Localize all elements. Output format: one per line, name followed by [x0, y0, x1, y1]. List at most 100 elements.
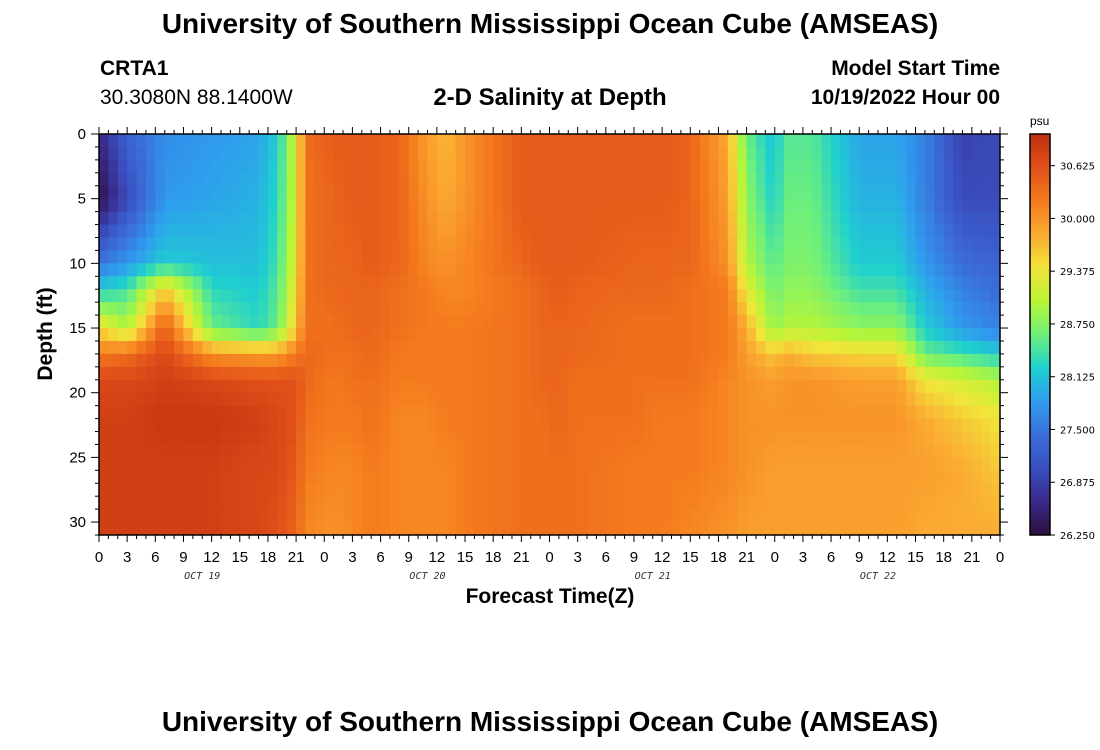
heatmap-cell	[840, 198, 851, 213]
heatmap-cell	[465, 302, 476, 316]
heatmap-cell	[192, 392, 203, 407]
heatmap-cell	[371, 134, 382, 148]
heatmap-cell	[511, 431, 522, 446]
heatmap-cell	[887, 392, 898, 407]
heatmap-cell	[446, 224, 457, 239]
heatmap-cell	[408, 134, 419, 148]
heatmap-cell	[296, 134, 307, 148]
heatmap-cell	[633, 146, 644, 161]
heatmap-cell	[192, 159, 203, 174]
heatmap-cell	[202, 522, 213, 535]
heatmap-cell	[652, 444, 663, 458]
heatmap-cell	[896, 340, 907, 355]
heatmap-cell	[615, 483, 626, 497]
heatmap-cell	[333, 353, 344, 368]
heatmap-cell	[258, 198, 269, 213]
heatmap-cell	[343, 315, 354, 329]
heatmap-cell	[774, 198, 785, 213]
heatmap-cell	[812, 146, 823, 161]
heatmap-cell	[577, 172, 588, 187]
heatmap-cell	[117, 379, 128, 394]
heatmap-cell	[221, 134, 231, 148]
heatmap-cell	[896, 509, 907, 523]
heatmap-cell	[446, 328, 457, 342]
heatmap-cell	[192, 302, 203, 316]
heatmap-cell	[680, 276, 691, 290]
x-tick-label: 0	[95, 549, 103, 566]
heatmap-cell	[408, 522, 419, 535]
heatmap-cell	[361, 159, 372, 174]
heatmap-cell	[633, 418, 644, 433]
heatmap-cell	[859, 496, 870, 510]
heatmap-cell	[981, 379, 992, 394]
heatmap-cell	[192, 185, 203, 200]
heatmap-cell	[277, 263, 288, 277]
heatmap-cell	[221, 250, 231, 264]
heatmap-cell	[343, 483, 354, 497]
heatmap-cell	[230, 250, 241, 264]
heatmap-cell	[399, 470, 410, 484]
heatmap-cell	[971, 134, 982, 148]
heatmap-cell	[314, 185, 325, 200]
heatmap-cell	[615, 172, 626, 187]
heatmap-cell	[333, 470, 344, 484]
heatmap-cell	[652, 289, 663, 303]
heatmap-cell	[765, 198, 776, 213]
heatmap-cell	[230, 289, 241, 303]
heatmap-cell	[399, 418, 410, 433]
heatmap-cell	[981, 146, 992, 161]
heatmap-cell	[765, 522, 776, 535]
heatmap-cell	[511, 198, 522, 213]
heatmap-cell	[521, 211, 532, 226]
heatmap-cell	[643, 198, 654, 213]
heatmap-cell	[174, 405, 185, 420]
heatmap-cell	[737, 172, 748, 187]
heatmap-cell	[540, 431, 551, 446]
heatmap-cell	[371, 340, 382, 355]
heatmap-cell	[211, 379, 222, 394]
heatmap-cell	[249, 134, 260, 148]
heatmap-cell	[755, 353, 766, 368]
heatmap-cell	[493, 340, 504, 355]
heatmap-cell	[896, 134, 907, 148]
x-tick-label: 9	[179, 549, 187, 566]
heatmap-cell	[521, 457, 532, 471]
heatmap-cell	[511, 353, 522, 368]
heatmap-cell	[953, 328, 964, 342]
x-tick-label: 12	[654, 549, 671, 566]
heatmap-cell	[324, 159, 335, 174]
heatmap-cell	[530, 366, 541, 381]
heatmap-cell	[755, 405, 766, 420]
heatmap-cell	[474, 315, 485, 329]
heatmap-cell	[230, 328, 241, 342]
heatmap-cell	[239, 483, 250, 497]
heatmap-cell	[465, 224, 476, 239]
heatmap-cell	[502, 250, 513, 264]
x-tick-label: 6	[376, 549, 384, 566]
heatmap-cell	[465, 159, 476, 174]
heatmap-cell	[474, 483, 485, 497]
heatmap-cell	[877, 379, 888, 394]
heatmap-cell	[624, 328, 635, 342]
heatmap-cell	[324, 146, 335, 161]
heatmap-cell	[493, 379, 504, 394]
heatmap-cell	[943, 263, 954, 277]
heatmap-cell	[221, 392, 231, 407]
heatmap-cell	[746, 250, 757, 264]
heatmap-cell	[577, 353, 588, 368]
heatmap-cell	[605, 457, 616, 471]
heatmap-cell	[343, 289, 354, 303]
heatmap-cell	[727, 134, 738, 148]
heatmap-cell	[633, 211, 644, 226]
colorbar-tick-label: 28.125	[1060, 373, 1095, 384]
heatmap-cell	[371, 418, 382, 433]
heatmap-cell	[418, 224, 429, 239]
heatmap-cell	[446, 496, 457, 510]
heatmap-cell	[718, 366, 729, 381]
heatmap-cell	[896, 418, 907, 433]
heatmap-cell	[267, 379, 278, 394]
heatmap-cell	[361, 496, 372, 510]
heatmap-cell	[183, 328, 194, 342]
heatmap-cell	[943, 444, 954, 458]
heatmap-cell	[549, 496, 560, 510]
